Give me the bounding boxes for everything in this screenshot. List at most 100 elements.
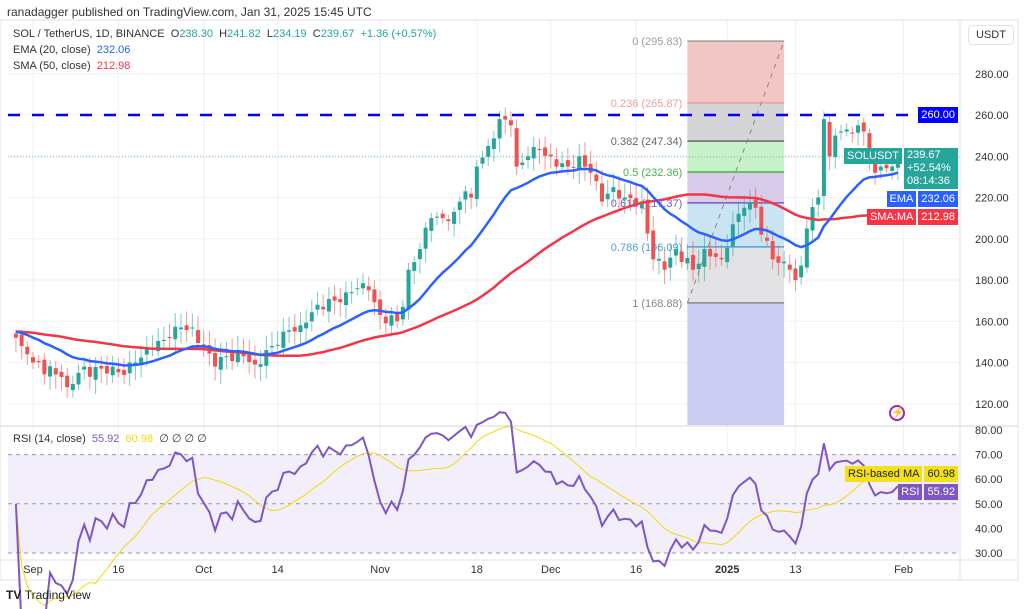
sma-tag-row: SMA:MA 212.98 [866, 209, 958, 225]
rsi-ma-name-tag: RSI-based MA [844, 466, 923, 482]
fib-zone [687, 302, 785, 425]
candle-body [708, 248, 713, 257]
candle-body [13, 333, 18, 338]
candle-body [474, 166, 479, 200]
candle-body [844, 129, 849, 132]
rsi-tick-label: 40.00 [975, 523, 1003, 535]
candle-body [309, 312, 314, 322]
candle-body [190, 327, 195, 329]
candle-body [753, 199, 758, 208]
candle-body [372, 289, 377, 303]
logo-mark: TV [6, 588, 22, 602]
fib-level-label: 0.236 (265.87) [611, 98, 683, 110]
candle-body [241, 352, 246, 357]
fib-zone [687, 141, 785, 173]
date-tick-label: Oct [195, 564, 212, 576]
candle-body [87, 366, 92, 377]
ema-tag-row: EMA 232.06 [886, 191, 958, 207]
candle-body [281, 331, 286, 348]
date-tick-label: 16 [112, 564, 124, 576]
candle-body [685, 257, 690, 264]
candle-body [628, 194, 633, 199]
candle-body [184, 325, 189, 331]
candle-body [235, 350, 240, 363]
rsi-legend[interactable]: RSI (14, close) 55.92 60.98 ∅ ∅ ∅ ∅ [13, 432, 207, 445]
candle-body [577, 156, 582, 170]
candle-body [645, 200, 650, 234]
candle-body [582, 155, 587, 167]
tradingview-logo[interactable]: TV TradingView [6, 588, 91, 602]
close-label: C [312, 28, 321, 40]
high-value: 241.82 [227, 28, 261, 40]
candle-body [59, 371, 64, 377]
candle-body [252, 359, 257, 365]
candle-body [503, 116, 508, 120]
candles [13, 107, 900, 399]
candle-body [713, 253, 718, 257]
price-tick-label: 220.00 [975, 193, 1009, 205]
candle-body [679, 251, 684, 263]
rsi-label: RSI (14, close) [13, 433, 86, 445]
fib-level-label: 1 (168.88) [632, 298, 682, 310]
candle-body [76, 372, 81, 385]
candle-body [321, 306, 326, 310]
sma-name-tag: SMA:MA [866, 209, 917, 225]
sma-legend[interactable]: SMA (50, close) 212.98 [13, 58, 436, 74]
candle-body [53, 368, 58, 375]
last-price-tag-row: SOLUSDT 239.67 +52.54% 08:14:36 [844, 148, 958, 189]
rsi-line [14, 411, 899, 609]
candle-body [25, 346, 30, 355]
candle-body [799, 265, 804, 278]
candle-body [696, 263, 701, 270]
fib-trend-line [686, 40, 785, 304]
candle-body [70, 383, 75, 391]
candle-body [816, 197, 821, 205]
fib-zone [687, 202, 785, 247]
candle-body [446, 219, 451, 222]
candle-body [622, 197, 627, 200]
candle-body [423, 227, 428, 249]
candle-body [873, 158, 878, 173]
candle-body [275, 344, 280, 346]
candle-body [361, 283, 366, 289]
candle-body [480, 157, 485, 164]
candle-body [673, 249, 678, 256]
candle-body [156, 340, 161, 352]
candle-body [99, 365, 104, 369]
candle-body [247, 354, 252, 363]
rsi-tag-row: RSI 55.92 [898, 484, 958, 500]
symbol-label[interactable]: SOL / TetherUS, 1D, BINANCE [13, 28, 165, 40]
currency-button[interactable]: USDT [968, 25, 1014, 45]
ema-legend[interactable]: EMA (20, close) 232.06 [13, 42, 436, 58]
lightning-alert-icon[interactable]: ⚡ [889, 405, 905, 421]
fib-level-label: 0 (295.83) [632, 36, 682, 48]
candle-body [600, 183, 604, 202]
candle-body [838, 131, 843, 133]
candle-body [338, 299, 343, 303]
date-tick-label: 2025 [715, 564, 739, 576]
candle-body [560, 163, 565, 168]
candle-body [890, 166, 895, 171]
open-label: O [170, 28, 180, 40]
date-tick-label: Feb [894, 564, 913, 576]
candle-body [747, 202, 752, 210]
candle-body [611, 187, 616, 192]
candle-body [691, 255, 696, 270]
candle-body [850, 132, 855, 134]
candle-body [765, 237, 770, 241]
candle-body [173, 326, 178, 340]
candle-body [486, 145, 491, 157]
candle-body [787, 264, 792, 270]
candle-body [861, 122, 866, 132]
price-tick-label: 200.00 [975, 234, 1009, 246]
candle-body [65, 375, 70, 388]
rsi-ma-value-tag: 60.98 [924, 466, 958, 482]
candle-body [196, 330, 201, 344]
candle-body [702, 249, 707, 267]
percent-change: +52.54% [907, 162, 951, 174]
candle-body [349, 292, 354, 294]
date-tick-label: 18 [471, 564, 483, 576]
candle-body [383, 316, 388, 324]
candle-body [218, 357, 223, 370]
